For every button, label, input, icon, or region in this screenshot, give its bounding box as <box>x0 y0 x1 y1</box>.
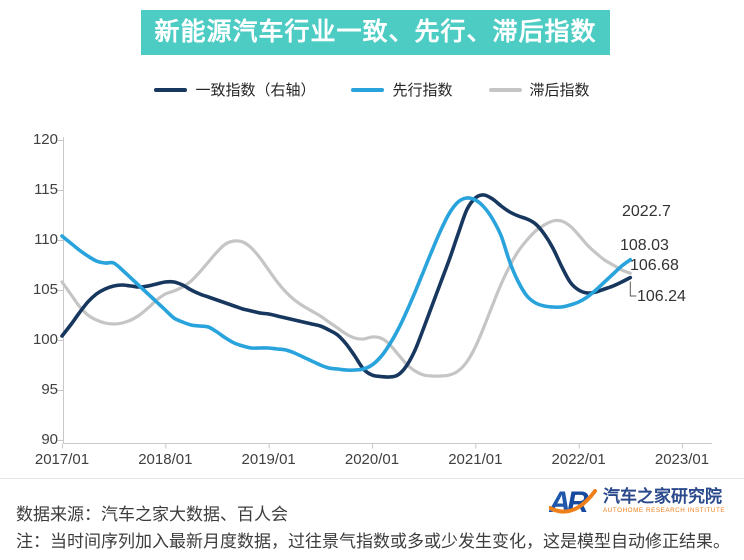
logo-en-name: AUTOHOME RESEARCH INSTITUTE <box>603 506 726 514</box>
page-title: 新能源汽车行业一致、先行、滞后指数 <box>154 18 597 46</box>
legend-label-coincident: 一致指数（右轴） <box>195 82 316 99</box>
footer-divider <box>0 478 744 479</box>
legend-item-lagging: 滞后指数 <box>488 79 590 100</box>
legend-label-lagging: 滞后指数 <box>529 82 590 99</box>
coincident-line-swatch-icon <box>154 87 188 92</box>
footnote-text: 注：当时间序列加入最新月度数据，过往景气指数或多或少发生变化，这是模型自动修正结… <box>16 532 730 551</box>
lagging-line-swatch-icon <box>488 87 522 92</box>
leading-line-swatch-icon <box>351 87 385 92</box>
legend-item-coincident: 一致指数（右轴） <box>154 79 315 100</box>
y-axis-tick-label: 105 <box>32 281 58 298</box>
ar-logo-icon: A R <box>549 486 597 519</box>
x-axis-tick-label: 2021/01 <box>448 451 503 468</box>
y-axis-tick-label: 110 <box>34 231 58 248</box>
legend-label-leading: 先行指数 <box>392 82 453 99</box>
legend: 一致指数（右轴） 先行指数 滞后指数 <box>0 79 744 100</box>
x-axis-tick-label: 2022/01 <box>551 451 606 468</box>
y-axis-tick-label: 100 <box>32 331 58 348</box>
autohome-research-logo: A R 汽车之家研究院 AUTOHOME RESEARCH INSTITUTE <box>549 483 725 519</box>
x-axis-tick-label: 2020/01 <box>344 451 400 468</box>
data-source-text: 数据来源：汽车之家大数据、百人会 <box>16 505 288 524</box>
chart-title-banner: 新能源汽车行业一致、先行、滞后指数 <box>141 10 610 55</box>
x-axis-tick-label: 2023/01 <box>654 451 710 468</box>
y-axis-tick-label: 120 <box>32 131 58 148</box>
annotation-date: 2022.7 <box>622 203 671 220</box>
y-axis-tick-label: 90 <box>41 431 58 448</box>
x-axis-tick-label: 2017/01 <box>34 451 90 468</box>
annotation-leading-value: 108.03 <box>620 237 669 254</box>
legend-item-leading: 先行指数 <box>351 79 453 100</box>
annotation-coincident-value: 106.24 <box>637 288 686 305</box>
logo-cn-name: 汽车之家研究院 <box>603 486 722 506</box>
y-axis-tick-label: 115 <box>34 181 58 198</box>
y-axis-tick-label: 95 <box>41 381 58 398</box>
annotation-lagging-value: 106.68 <box>630 257 679 274</box>
x-axis-tick-label: 2019/01 <box>241 451 296 468</box>
x-axis-tick-label: 2018/01 <box>138 451 193 468</box>
